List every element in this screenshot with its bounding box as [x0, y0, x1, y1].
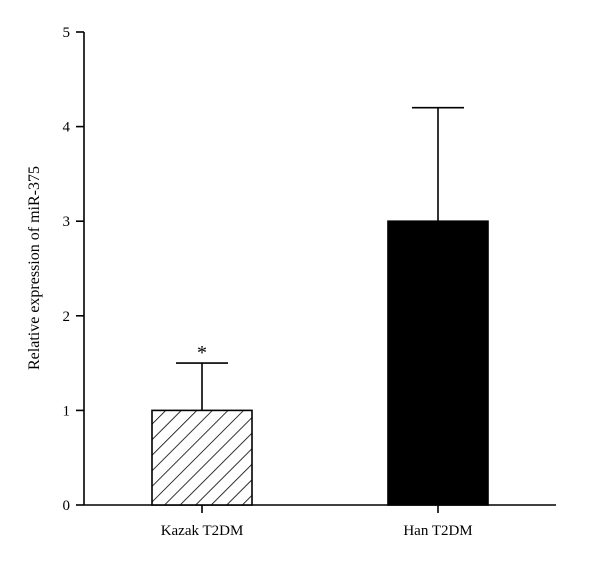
bar-0 [151, 409, 253, 506]
annotations: * [197, 342, 207, 364]
y-tick-label-2: 2 [63, 309, 71, 325]
y-tick-label-0: 0 [63, 498, 71, 514]
y-tick-label-1: 1 [63, 403, 71, 419]
x-ticks: Kazak T2DM Han T2DM [161, 505, 473, 539]
bar-1 [387, 220, 489, 506]
error-bars [176, 106, 464, 411]
x-tick-label-1: Han T2DM [403, 523, 472, 539]
bars [151, 220, 489, 506]
y-tick-label-5: 5 [63, 25, 71, 41]
x-tick-label-0: Kazak T2DM [161, 523, 244, 539]
y-axis-label: Relative expression of miR-375 [26, 166, 43, 370]
y-tick-label-4: 4 [63, 120, 71, 136]
y-tick-label-3: 3 [63, 214, 71, 230]
significance-marker-0: * [197, 342, 207, 364]
y-ticks: 0 1 2 3 4 5 [63, 25, 84, 514]
